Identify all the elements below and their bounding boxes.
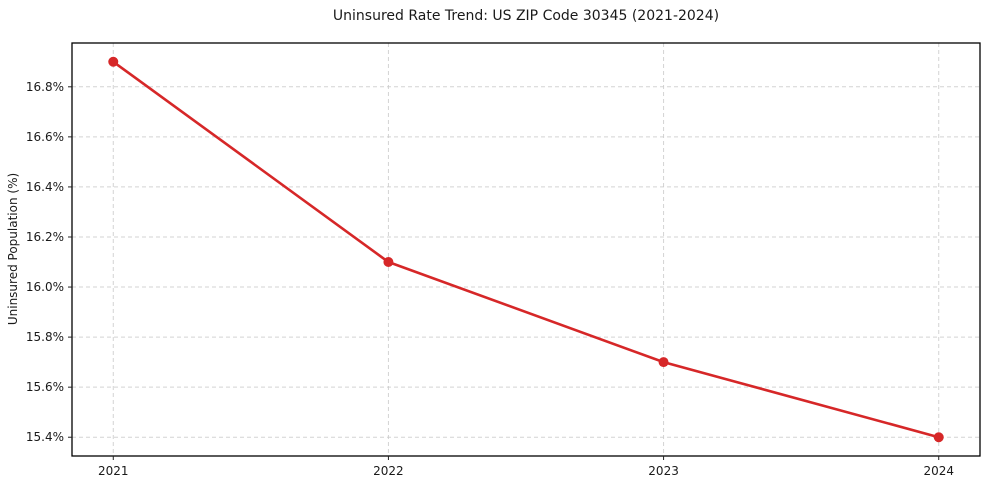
x-tick-label: 2021 [98,464,129,478]
y-tick-label: 16.4% [26,180,64,194]
y-tick-label: 15.6% [26,380,64,394]
data-point-marker [658,357,669,368]
x-tick-label: 2024 [923,464,954,478]
chart-title: Uninsured Rate Trend: US ZIP Code 30345 … [332,8,720,24]
y-tick-label: 15.4% [26,430,64,444]
x-tick-label: 2022 [373,464,404,478]
y-tick-label: 16.2% [26,230,64,244]
x-tick-label: 2023 [648,464,679,478]
plot-border [71,42,981,457]
y-tick-label: 16.6% [26,130,64,144]
data-point-marker [933,432,944,443]
y-tick-label: 16.0% [26,280,64,294]
data-point-marker [383,257,394,268]
y-tick-label: 15.8% [26,330,64,344]
y-tick-label: 16.8% [26,80,64,94]
data-point-marker [108,56,119,67]
trend-line [111,60,941,439]
